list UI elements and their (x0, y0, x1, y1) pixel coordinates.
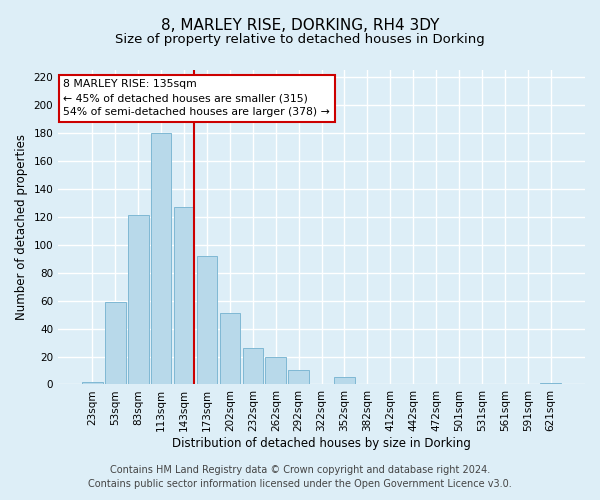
Bar (265, 356, 286, 384)
Text: Contains HM Land Registry data © Crown copyright and database right 2024.
Contai: Contains HM Land Registry data © Crown c… (88, 465, 512, 489)
Bar (334, 378, 355, 384)
Bar (242, 348, 263, 385)
Bar (220, 313, 240, 384)
Bar (128, 216, 149, 384)
Bar (541, 383, 561, 384)
Bar (105, 302, 125, 384)
Bar (82, 382, 103, 384)
Bar (174, 207, 194, 384)
Y-axis label: Number of detached properties: Number of detached properties (15, 134, 28, 320)
Text: 8, MARLEY RISE, DORKING, RH4 3DY: 8, MARLEY RISE, DORKING, RH4 3DY (161, 18, 439, 32)
Bar (289, 370, 309, 384)
Text: Size of property relative to detached houses in Dorking: Size of property relative to detached ho… (115, 32, 485, 46)
X-axis label: Distribution of detached houses by size in Dorking: Distribution of detached houses by size … (172, 437, 471, 450)
Text: 8 MARLEY RISE: 135sqm
← 45% of detached houses are smaller (315)
54% of semi-det: 8 MARLEY RISE: 135sqm ← 45% of detached … (64, 80, 330, 118)
Bar (197, 256, 217, 384)
Bar (151, 133, 172, 384)
